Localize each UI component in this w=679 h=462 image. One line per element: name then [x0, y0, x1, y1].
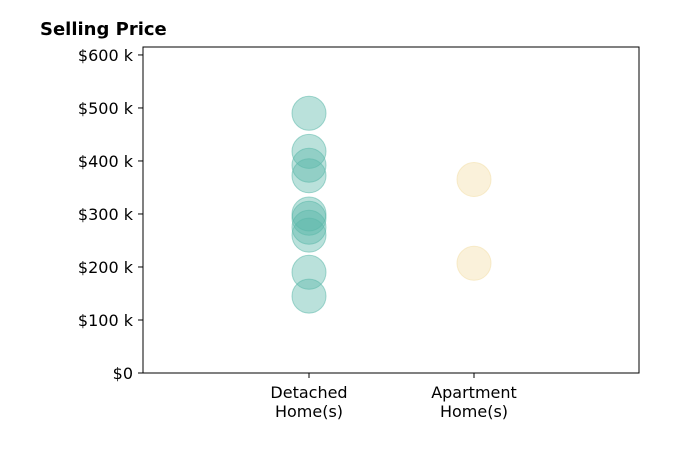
x-tick-label: Apartment Home(s): [431, 383, 517, 421]
plot-frame: [142, 46, 640, 374]
x-tick-label: Detached Home(s): [270, 383, 347, 421]
plot-area: $0 $100 k $200 k $300 k $400 k $500 k $600 k De…: [78, 46, 640, 421]
y-tick-label: $400 k: [78, 152, 134, 171]
data-point: [291, 254, 327, 290]
data-point: [291, 217, 327, 253]
y-tick-label: $100 k: [78, 311, 134, 330]
y-tick-label: $200 k: [78, 258, 134, 277]
data-point: [291, 147, 327, 183]
chart-title: Selling Price: [40, 19, 167, 40]
data-point: [291, 278, 327, 314]
data-point: [291, 95, 327, 131]
data-point: [456, 162, 492, 198]
data-point: [291, 158, 327, 194]
data-point: [291, 209, 327, 245]
data-point: [291, 196, 327, 232]
y-tick-label: $300 k: [78, 205, 134, 224]
data-point: [456, 245, 492, 281]
y-tick-label: $0: [113, 364, 133, 383]
data-point: [291, 133, 327, 169]
data-points: [291, 95, 492, 314]
y-tick-label: $600 k: [78, 46, 134, 65]
y-tick-label: $500 k: [78, 99, 134, 118]
